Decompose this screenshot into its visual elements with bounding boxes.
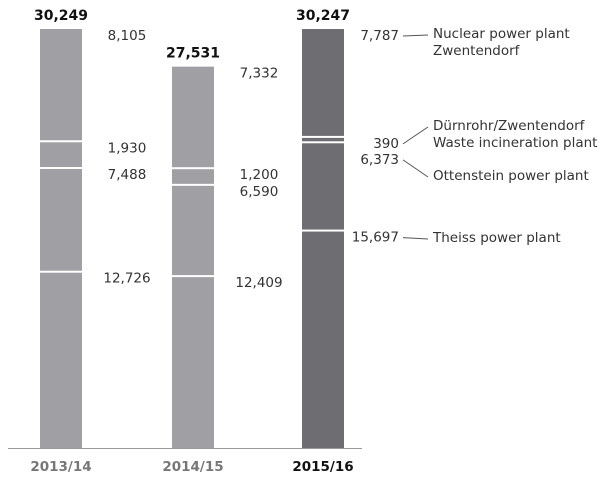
segment-separator (172, 275, 214, 278)
bar-segment (172, 184, 214, 277)
bar-segment (172, 276, 214, 448)
bar-segment (40, 29, 82, 142)
segment-separator (302, 141, 344, 144)
leader-line (402, 159, 429, 178)
segment-separator (40, 270, 82, 273)
bar-segment (302, 142, 344, 231)
segment-separator (40, 167, 82, 170)
total-label: 27,531 (166, 46, 220, 62)
segment-separator (302, 135, 344, 138)
value-label: 12,726 (103, 271, 150, 287)
value-label: 1,930 (108, 140, 147, 156)
bar-segment (172, 66, 214, 169)
total-label: 30,247 (296, 8, 350, 24)
legend-label: Dürnrohr/Zwentendorf Waste incineration … (433, 118, 598, 151)
bar-segment (302, 136, 344, 143)
leader-line (402, 126, 429, 145)
bar-segment (40, 271, 82, 448)
value-label: 1,200 (240, 167, 279, 183)
bar-segment (40, 168, 82, 272)
value-label: 15,697 (352, 230, 399, 246)
value-label: 6,590 (240, 184, 279, 200)
value-label: 6,373 (360, 152, 399, 168)
value-label: 8,105 (108, 28, 147, 44)
segment-separator (172, 183, 214, 186)
value-label: 7,332 (240, 66, 279, 82)
x-tick-label: 2013/14 (30, 459, 91, 475)
segment-separator (40, 140, 82, 143)
segment-separator (302, 229, 344, 232)
value-label: 7,488 (108, 167, 147, 183)
leader-line (402, 34, 429, 37)
value-label: 390 (373, 136, 399, 152)
bar-segment (302, 29, 344, 137)
total-label: 30,249 (34, 8, 88, 24)
bar-segment (40, 141, 82, 169)
legend-label: Nuclear power plant Zwentendorf (433, 26, 570, 59)
leader-line (402, 237, 429, 240)
bar-segment (302, 230, 344, 448)
x-tick-label: 2015/16 (292, 459, 353, 475)
legend-label: Ottenstein power plant (433, 168, 589, 184)
legend-label: Theiss power plant (433, 230, 561, 246)
value-label: 12,409 (235, 275, 282, 291)
x-tick-label: 2014/15 (162, 459, 223, 475)
value-label: 7,787 (360, 28, 399, 44)
bar-segment (172, 168, 214, 185)
segment-separator (172, 167, 214, 170)
